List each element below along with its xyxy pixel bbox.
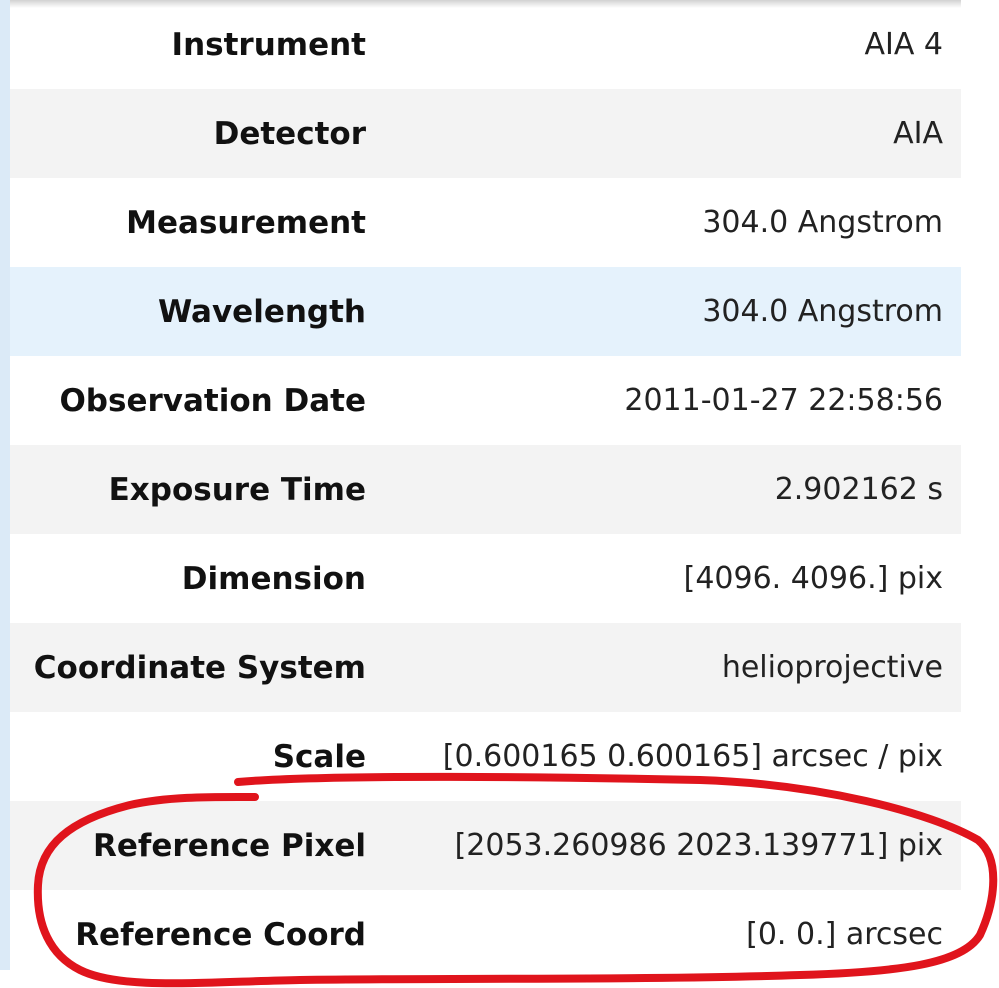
row-value: AIA (893, 116, 943, 151)
table-row-wavelength: Wavelength 304.0 Angstrom (10, 267, 961, 356)
row-key: Dimension (181, 560, 366, 597)
row-key: Measurement (126, 204, 366, 241)
row-key: Coordinate System (33, 649, 366, 686)
table-row-reference-coord: Reference Coord [0. 0.] arcsec (10, 890, 961, 979)
table-row-exposure-time: Exposure Time 2.902162 s (10, 445, 961, 534)
table-row-detector: Detector AIA (10, 89, 961, 178)
metadata-table: Instrument AIA 4 Detector AIA Measuremen… (10, 0, 961, 979)
table-row-measurement: Measurement 304.0 Angstrom (10, 178, 961, 267)
left-border-strip (0, 0, 10, 970)
row-key: Reference Coord (75, 916, 366, 953)
row-key: Wavelength (157, 293, 366, 330)
row-key: Instrument (171, 26, 366, 63)
table-row-coordinate-system: Coordinate System helioprojective (10, 623, 961, 712)
row-value: helioprojective (721, 650, 943, 685)
table-row-dimension: Dimension [4096. 4096.] pix (10, 534, 961, 623)
row-value: 2.902162 s (774, 472, 943, 507)
row-key: Observation Date (59, 382, 366, 419)
row-key: Detector (213, 115, 366, 152)
row-value: [2053.260986 2023.139771] pix (454, 828, 943, 863)
row-value: [0.600165 0.600165] arcsec / pix (442, 739, 943, 774)
row-value: 304.0 Angstrom (702, 205, 943, 240)
row-value: 304.0 Angstrom (702, 294, 943, 329)
top-shadow (10, 0, 961, 8)
table-row-instrument: Instrument AIA 4 (10, 0, 961, 89)
row-value: [4096. 4096.] pix (683, 561, 943, 596)
row-key: Exposure Time (108, 471, 366, 508)
row-value: [0. 0.] arcsec (746, 917, 943, 952)
table-row-observation-date: Observation Date 2011-01-27 22:58:56 (10, 356, 961, 445)
row-key: Scale (272, 738, 366, 775)
table-row-reference-pixel: Reference Pixel [2053.260986 2023.139771… (10, 801, 961, 890)
table-row-scale: Scale [0.600165 0.600165] arcsec / pix (10, 712, 961, 801)
row-key: Reference Pixel (93, 827, 366, 864)
row-value: AIA 4 (864, 27, 943, 62)
row-value: 2011-01-27 22:58:56 (624, 383, 943, 418)
